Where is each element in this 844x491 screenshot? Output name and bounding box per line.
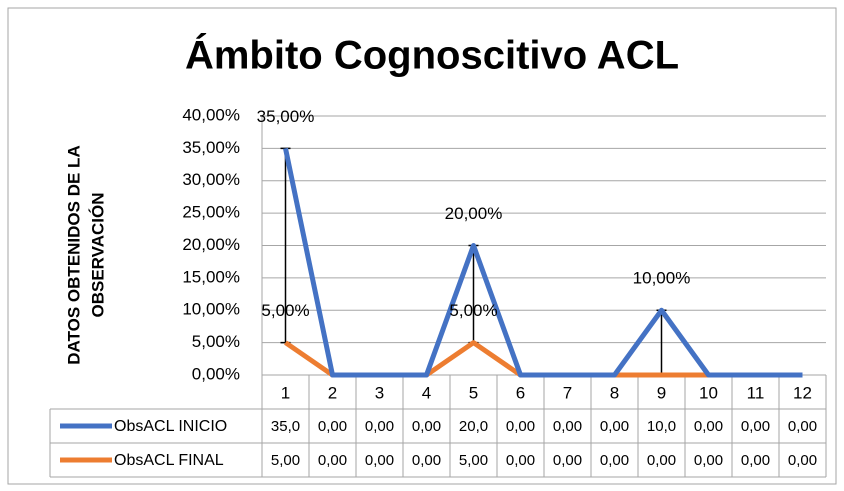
x-tick-label: 6 (516, 383, 525, 402)
table-cell: 0,00 (788, 418, 817, 435)
y-tick-label: 25,00% (182, 203, 240, 222)
x-tick-label: 7 (563, 383, 572, 402)
table-cell: 0,00 (318, 418, 347, 435)
table-cell: 20,0 (459, 418, 488, 435)
table-cell: 0,00 (694, 452, 723, 469)
table-cell: 0,00 (741, 418, 770, 435)
y-tick-label: 35,00% (182, 138, 240, 157)
y-tick-label: 10,00% (182, 300, 240, 319)
table-cell: 0,00 (553, 452, 582, 469)
chart-title: Ámbito Cognoscitivo ACL (185, 33, 679, 78)
table-cell: 10,0 (647, 418, 676, 435)
y-tick-label: 30,00% (182, 170, 240, 189)
table-cell: 0,00 (741, 452, 770, 469)
table-cell: 0,00 (506, 418, 535, 435)
x-tick-label: 4 (422, 383, 431, 402)
data-label: 5,00% (449, 301, 497, 320)
series-line (283, 147, 803, 378)
table-cell: 5,00 (459, 452, 488, 469)
legend-label: ObsACL FINAL (114, 452, 224, 469)
table-cell: 0,00 (365, 452, 394, 469)
x-tick-label: 8 (610, 383, 619, 402)
x-tick-label: 12 (793, 383, 812, 402)
y-tick-label: 20,00% (182, 235, 240, 254)
x-tick-label: 10 (699, 383, 718, 402)
table-cell: 0,00 (412, 452, 441, 469)
table-cell: 0,00 (365, 418, 394, 435)
table-cell: 0,00 (694, 418, 723, 435)
table-cell: 0,00 (412, 418, 441, 435)
table-cell: 0,00 (553, 418, 582, 435)
y-tick-label: 5,00% (192, 332, 240, 351)
table-cell: 5,00 (271, 452, 300, 469)
table-cell: 0,00 (318, 452, 347, 469)
y-axis-title-line: DATOS OBTENIDOS DE LA (64, 145, 83, 364)
table-cell: 0,00 (600, 452, 629, 469)
table-cell: 35,0 (271, 418, 300, 435)
x-tick-label: 2 (328, 383, 337, 402)
legend-label: ObsACL INICIO (114, 418, 227, 435)
x-tick-label: 11 (747, 383, 765, 402)
table-cell: 0,00 (506, 452, 535, 469)
y-axis-title: DATOS OBTENIDOS DE LA OBSERVACIÓN (64, 145, 107, 364)
data-label: 10,00% (633, 269, 691, 288)
table-cell: 0,00 (788, 452, 817, 469)
y-tick-label: 15,00% (182, 267, 240, 286)
data-label: 35,00% (257, 107, 315, 126)
x-tick-label: 9 (657, 383, 666, 402)
table-cell: 0,00 (647, 452, 676, 469)
data-label: 20,00% (445, 204, 503, 223)
y-tick-label: 40,00% (182, 105, 240, 124)
x-tick-label: 5 (469, 383, 478, 402)
data-label: 5,00% (261, 301, 309, 320)
x-tick-label: 1 (281, 383, 290, 402)
table-cell: 0,00 (600, 418, 629, 435)
y-axis-title-line: OBSERVACIÓN (88, 192, 107, 317)
y-tick-label: 0,00% (192, 364, 240, 383)
x-tick-label: 3 (375, 383, 384, 402)
